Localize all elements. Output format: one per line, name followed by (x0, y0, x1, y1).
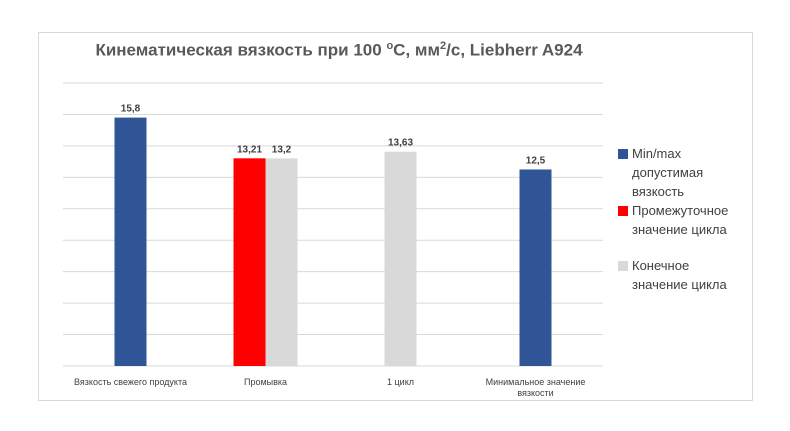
category-label: Вязкость свежего продукта (74, 377, 187, 387)
legend-label-final: Конечное значение цикла (632, 258, 727, 292)
legend-label-intermediate: Промежуточное значение цикла (632, 203, 729, 237)
category-label: 1 цикл (387, 377, 414, 387)
legend-swatch-final (618, 261, 628, 271)
legend-swatch-intermediate (618, 206, 628, 216)
bar (519, 169, 552, 366)
legend-label-minmax: Min/max допустимая вязкость (632, 146, 704, 199)
category-label: Промывка (244, 377, 287, 387)
bar (265, 158, 298, 366)
bar (384, 151, 417, 366)
data-label: 13,63 (388, 138, 413, 149)
bar (114, 117, 147, 366)
category-label: Минимальное значение (486, 377, 586, 387)
chart-title: Кинематическая вязкость при 100 оС, мм2/… (95, 40, 583, 60)
legend-swatch-minmax (618, 149, 628, 159)
data-label: 15,8 (121, 104, 141, 115)
data-label: 13,2 (272, 144, 292, 155)
category-label: вязкости (517, 388, 553, 398)
data-label: 12,5 (526, 155, 546, 166)
bar (233, 158, 266, 366)
data-label: 13,21 (237, 144, 262, 155)
